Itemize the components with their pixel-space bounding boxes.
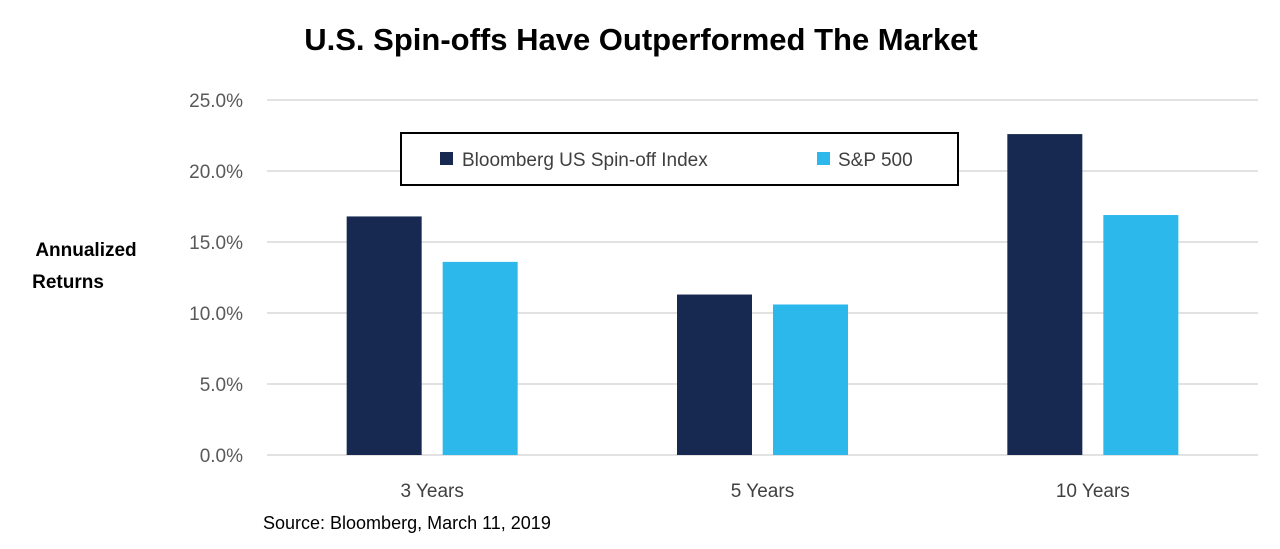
bar-sp500 [773, 304, 848, 455]
y-axis-label-line-2: Returns [32, 272, 104, 293]
bar-spinoff-index [346, 216, 422, 455]
source-note: Source: Bloomberg, March 11, 2019 [263, 513, 551, 533]
y-tick-label: 25.0% [189, 91, 243, 112]
y-tick-labels: 0.0% 5.0% 10.0% 15.0% 20.0% 25.0% [189, 91, 243, 467]
bar-spinoff-index [677, 294, 752, 455]
bar-sp500 [1103, 215, 1179, 455]
legend-box [400, 132, 959, 186]
y-tick-label: 10.0% [189, 304, 243, 325]
x-tick-label: 10 Years [1056, 481, 1130, 502]
bar-sp500 [442, 261, 518, 455]
x-tick-labels: 3 Years 5 Years 10 Years [400, 481, 1129, 502]
y-axis-label-line-1: Annualized [35, 240, 136, 261]
chart-title: U.S. Spin-offs Have Outperformed The Mar… [304, 22, 978, 57]
legend-label: Bloomberg US Spin-off Index [462, 150, 708, 171]
legend-swatch [440, 152, 453, 165]
legend: Bloomberg US Spin-off Index S&P 500 [400, 132, 959, 186]
bars [346, 134, 1179, 455]
y-tick-label: 5.0% [200, 375, 243, 396]
x-tick-label: 5 Years [731, 481, 794, 502]
y-tick-label: 0.0% [200, 446, 243, 467]
bar-spinoff-index [1007, 134, 1083, 455]
legend-swatch [817, 152, 830, 165]
y-tick-label: 20.0% [189, 162, 243, 183]
legend-label: S&P 500 [838, 150, 913, 171]
x-tick-label: 3 Years [400, 481, 463, 502]
y-axis-label: Annualized Returns [32, 240, 137, 293]
y-tick-label: 15.0% [189, 233, 243, 254]
